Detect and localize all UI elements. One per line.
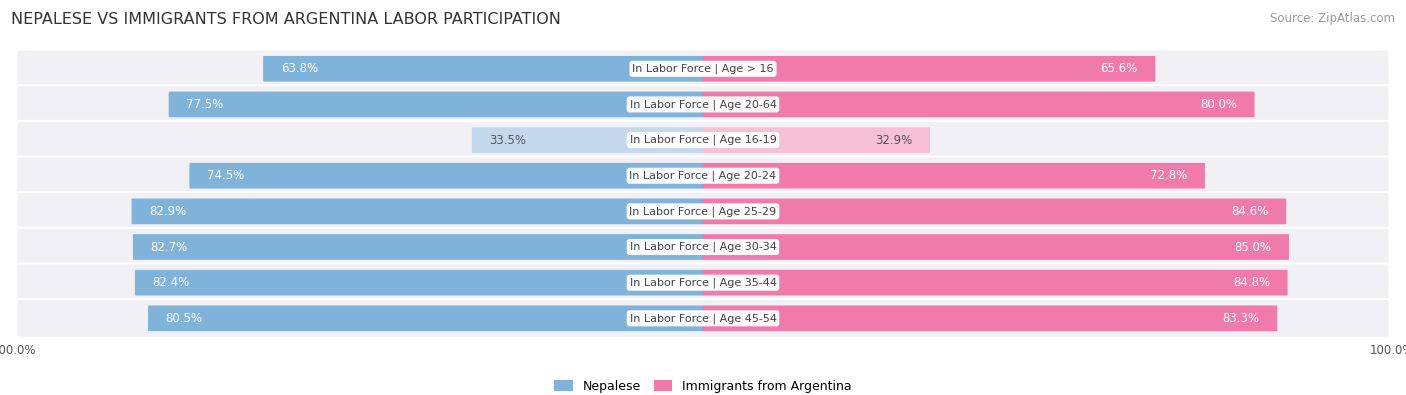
Text: 77.5%: 77.5% [186, 98, 224, 111]
Text: In Labor Force | Age 30-34: In Labor Force | Age 30-34 [630, 242, 776, 252]
Text: 82.4%: 82.4% [152, 276, 190, 289]
FancyBboxPatch shape [17, 85, 1389, 124]
FancyBboxPatch shape [17, 299, 1389, 338]
FancyBboxPatch shape [472, 127, 703, 153]
FancyBboxPatch shape [263, 56, 703, 82]
FancyBboxPatch shape [703, 56, 1156, 82]
Text: In Labor Force | Age 20-24: In Labor Force | Age 20-24 [630, 171, 776, 181]
FancyBboxPatch shape [17, 228, 1389, 266]
FancyBboxPatch shape [17, 121, 1389, 159]
Text: 85.0%: 85.0% [1234, 241, 1271, 254]
Text: In Labor Force | Age 16-19: In Labor Force | Age 16-19 [630, 135, 776, 145]
Legend: Nepalese, Immigrants from Argentina: Nepalese, Immigrants from Argentina [550, 375, 856, 395]
Text: 84.8%: 84.8% [1233, 276, 1270, 289]
Text: In Labor Force | Age 20-64: In Labor Force | Age 20-64 [630, 99, 776, 110]
FancyBboxPatch shape [134, 234, 703, 260]
Text: 74.5%: 74.5% [207, 169, 245, 182]
FancyBboxPatch shape [17, 192, 1389, 231]
Text: 84.6%: 84.6% [1232, 205, 1268, 218]
FancyBboxPatch shape [703, 199, 1286, 224]
Text: 65.6%: 65.6% [1101, 62, 1137, 75]
Text: In Labor Force | Age 45-54: In Labor Force | Age 45-54 [630, 313, 776, 324]
Text: 63.8%: 63.8% [281, 62, 318, 75]
FancyBboxPatch shape [703, 92, 1254, 117]
Text: 80.0%: 80.0% [1199, 98, 1237, 111]
FancyBboxPatch shape [190, 163, 703, 188]
FancyBboxPatch shape [132, 199, 703, 224]
Text: 80.5%: 80.5% [166, 312, 202, 325]
FancyBboxPatch shape [703, 270, 1288, 295]
FancyBboxPatch shape [703, 127, 929, 153]
Text: 83.3%: 83.3% [1223, 312, 1260, 325]
FancyBboxPatch shape [17, 263, 1389, 302]
Text: 33.5%: 33.5% [489, 134, 526, 147]
FancyBboxPatch shape [135, 270, 703, 295]
Text: In Labor Force | Age > 16: In Labor Force | Age > 16 [633, 64, 773, 74]
Text: 82.7%: 82.7% [150, 241, 188, 254]
FancyBboxPatch shape [703, 163, 1205, 188]
FancyBboxPatch shape [148, 305, 703, 331]
Text: Source: ZipAtlas.com: Source: ZipAtlas.com [1270, 12, 1395, 25]
FancyBboxPatch shape [169, 92, 703, 117]
Text: 32.9%: 32.9% [875, 134, 912, 147]
FancyBboxPatch shape [703, 305, 1277, 331]
Text: NEPALESE VS IMMIGRANTS FROM ARGENTINA LABOR PARTICIPATION: NEPALESE VS IMMIGRANTS FROM ARGENTINA LA… [11, 12, 561, 27]
Text: In Labor Force | Age 25-29: In Labor Force | Age 25-29 [630, 206, 776, 216]
FancyBboxPatch shape [703, 234, 1289, 260]
Text: 72.8%: 72.8% [1150, 169, 1187, 182]
FancyBboxPatch shape [17, 49, 1389, 88]
FancyBboxPatch shape [17, 156, 1389, 195]
Text: 82.9%: 82.9% [149, 205, 187, 218]
Text: In Labor Force | Age 35-44: In Labor Force | Age 35-44 [630, 277, 776, 288]
